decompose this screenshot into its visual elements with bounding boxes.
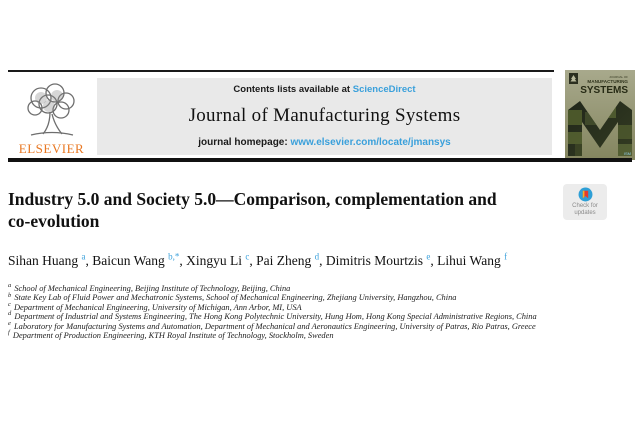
- author-affiliation-superscript: c: [245, 251, 250, 262]
- homepage-prefix: journal homepage:: [198, 137, 291, 148]
- affiliation-line: d Department of Industrial and Systems E…: [8, 310, 537, 322]
- affiliation-superscript: c: [8, 301, 11, 309]
- sciencedirect-link[interactable]: ScienceDirect: [352, 84, 416, 95]
- svg-text:JOURNAL OF: JOURNAL OF: [609, 75, 628, 79]
- author-name: Baicun Wang: [92, 253, 169, 268]
- affiliation-superscript: d: [8, 310, 12, 318]
- check-for-updates-badge[interactable]: Check for updates: [563, 184, 607, 220]
- affiliation-superscript: a: [8, 282, 12, 290]
- affiliation-list: a School of Mechanical Engineering, Beij…: [8, 282, 632, 341]
- svg-text:SYSTEMS: SYSTEMS: [580, 85, 628, 96]
- contents-line: Contents lists available at ScienceDirec…: [233, 84, 415, 95]
- author-affiliation-superscript: e: [426, 251, 431, 262]
- author-name: Lihui Wang: [437, 253, 505, 268]
- elsevier-logo-text: ELSEVIER: [18, 141, 85, 156]
- affiliation-line: c Department of Mechanical Engineering, …: [8, 301, 302, 312]
- homepage-line: journal homepage: www.elsevier.com/locat…: [198, 137, 451, 148]
- author-affiliation-superscript: b,*: [168, 251, 180, 262]
- svg-text:MANUFACTURING: MANUFACTURING: [587, 79, 628, 84]
- journal-banner: Contents lists available at ScienceDirec…: [97, 78, 552, 155]
- affiliation-line: f Department of Production Engineering, …: [8, 329, 334, 341]
- author-affiliation-superscript: f: [504, 251, 508, 262]
- affiliation-superscript: f: [8, 329, 10, 337]
- author-affiliation-superscript: a: [81, 251, 86, 262]
- article-title: Industry 5.0 and Society 5.0—Comparison,…: [8, 189, 497, 231]
- affiliation-line: e Laboratory for Manufacturing Systems a…: [8, 319, 536, 331]
- contents-prefix: Contents lists available at: [233, 84, 353, 95]
- author-affiliation-superscript: d: [314, 251, 320, 262]
- author-list: Sihan Huang a, Baicun Wang b,*, Xingyu L…: [8, 251, 508, 268]
- header-bottom-rule: [8, 158, 632, 162]
- cover-corner-mark: ISM: [624, 151, 631, 156]
- elsevier-tree-icon: [26, 83, 75, 136]
- journal-cover-art: JOURNAL OF MANUFACTURING SYSTEMS ISM: [565, 70, 635, 160]
- affiliation-line: b State Key Lab of Fluid Power and Mecha…: [8, 291, 457, 303]
- header-top-rule: [8, 70, 554, 72]
- journal-cover-thumbnail[interactable]: JOURNAL OF MANUFACTURING SYSTEMS ISM: [565, 70, 635, 160]
- check-for-updates-label: Check for updates: [572, 203, 598, 216]
- author-name: Dimitris Mourtzis: [325, 253, 427, 268]
- author-name: Xingyu Li: [186, 253, 246, 268]
- affiliation-line: a School of Mechanical Engineering, Beij…: [8, 282, 291, 293]
- journal-title: Journal of Manufacturing Systems: [188, 105, 461, 126]
- affiliation-superscript: e: [8, 319, 11, 327]
- author-name: Sihan Huang: [8, 253, 82, 268]
- affiliation-superscript: b: [8, 291, 12, 299]
- author-name: Pai Zheng: [256, 253, 315, 268]
- crossmark-icon: [578, 187, 592, 202]
- elsevier-logo[interactable]: ELSEVIER: [8, 75, 95, 157]
- homepage-url-link[interactable]: www.elsevier.com/locate/jmansys: [290, 137, 451, 148]
